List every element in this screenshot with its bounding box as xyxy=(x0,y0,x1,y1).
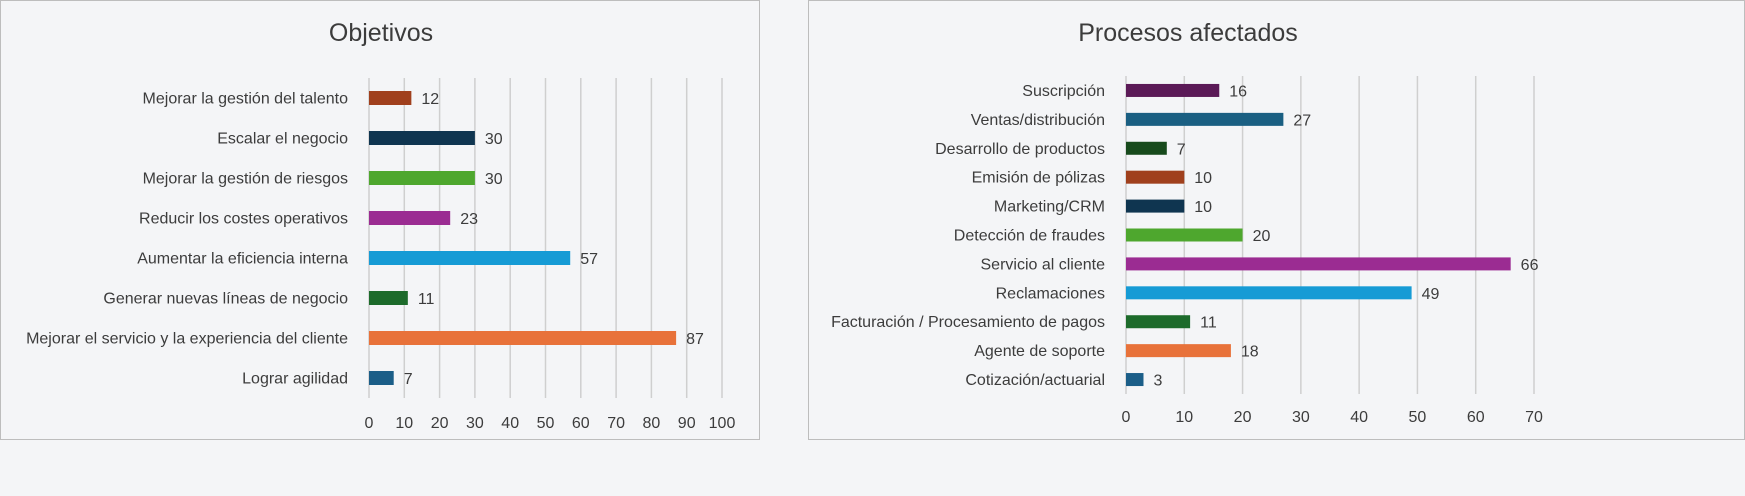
category-label: Detección de fraudes xyxy=(954,228,1105,245)
bar xyxy=(369,291,408,305)
bar xyxy=(369,331,677,345)
bar xyxy=(369,131,475,145)
x-tick-label: 90 xyxy=(678,415,696,432)
category-label: Mejorar el servicio y la experiencia del… xyxy=(26,331,348,348)
x-tick-label: 100 xyxy=(709,415,736,432)
category-label: Agente de soporte xyxy=(974,343,1105,360)
chart-procesos-svg: Procesos afectados 0 10 20 30 40 50 60 70 Suscri… xyxy=(831,19,1543,426)
category-label: Emisión de pólizas xyxy=(972,170,1105,187)
bar xyxy=(1126,315,1191,329)
x-tick-label: 60 xyxy=(572,415,590,432)
chart-title: Procesos afectados xyxy=(1078,19,1298,47)
data-label: 87 xyxy=(686,331,704,348)
category-label: Suscripción xyxy=(1022,83,1105,100)
data-label: 10 xyxy=(1194,170,1212,187)
bar xyxy=(1126,199,1185,213)
data-label: 11 xyxy=(1200,315,1217,332)
bar xyxy=(1126,344,1231,358)
x-tick-label: 70 xyxy=(1525,409,1543,426)
data-label: 3 xyxy=(1153,373,1162,390)
bar xyxy=(1126,286,1412,300)
x-tick-label: 50 xyxy=(537,415,555,432)
bar xyxy=(1126,170,1185,184)
chart-objetivos-svg: Objetivos 0 10 20 30 40 50 60 70 80 90 100 Mejorar … xyxy=(26,19,736,432)
x-tick-label: 50 xyxy=(1409,409,1427,426)
chart-title: Objetivos xyxy=(329,19,433,47)
x-tick-label: 80 xyxy=(643,415,661,432)
bar xyxy=(1126,141,1167,155)
category-label: Aumentar la eficiencia interna xyxy=(137,251,348,268)
x-tick-label: 60 xyxy=(1467,409,1485,426)
data-label: 7 xyxy=(404,371,413,388)
x-tick-label: 0 xyxy=(1122,409,1131,426)
data-label: 30 xyxy=(485,171,503,188)
x-tick-label: 10 xyxy=(1175,409,1193,426)
category-label: Reducir los costes operativos xyxy=(139,211,348,228)
x-tick-label: 10 xyxy=(395,415,413,432)
bar xyxy=(369,91,412,105)
category-label: Ventas/distribución xyxy=(971,112,1105,129)
bar xyxy=(1126,83,1220,97)
x-tick-label: 30 xyxy=(1292,409,1310,426)
x-tick-label: 70 xyxy=(607,415,625,432)
category-label: Generar nuevas líneas de negocio xyxy=(103,291,348,308)
x-tick-label: 40 xyxy=(1350,409,1368,426)
category-label: Desarrollo de productos xyxy=(935,141,1105,158)
data-label: 16 xyxy=(1229,83,1247,100)
chart-procesos-afectados: Procesos afectados 0 10 20 30 40 50 60 70 Suscri… xyxy=(808,0,1745,440)
data-label: 49 xyxy=(1422,286,1440,303)
data-label: 7 xyxy=(1177,141,1186,158)
bar xyxy=(1126,112,1284,126)
x-tick-label: 20 xyxy=(1234,409,1252,426)
category-label: Mejorar la gestión del talento xyxy=(143,91,349,108)
bar xyxy=(369,211,451,225)
category-label: Reclamaciones xyxy=(996,285,1105,302)
data-label: 11 xyxy=(418,291,435,308)
bar xyxy=(1126,257,1511,271)
category-label: Marketing/CRM xyxy=(994,199,1105,216)
category-label: Cotización/actuarial xyxy=(965,372,1105,389)
bar xyxy=(369,171,475,185)
data-label: 30 xyxy=(485,131,503,148)
data-label: 10 xyxy=(1194,199,1212,216)
data-label: 18 xyxy=(1241,344,1259,361)
bar xyxy=(1126,373,1144,387)
bar xyxy=(369,251,571,265)
category-label: Mejorar la gestión de riesgos xyxy=(143,171,348,188)
x-tick-label: 0 xyxy=(365,415,374,432)
chart-objetivos: Objetivos 0 10 20 30 40 50 60 70 80 90 100 Mejorar … xyxy=(0,0,760,440)
data-label: 57 xyxy=(580,251,598,268)
data-label: 20 xyxy=(1253,228,1271,245)
bar xyxy=(369,371,394,385)
category-label: Servicio al cliente xyxy=(981,256,1106,273)
data-label: 27 xyxy=(1293,112,1311,129)
x-tick-label: 40 xyxy=(501,415,519,432)
x-tick-label: 20 xyxy=(431,415,449,432)
category-label: Lograr agilidad xyxy=(242,371,348,388)
category-label: Escalar el negocio xyxy=(217,131,348,148)
data-label: 23 xyxy=(460,211,478,228)
category-label: Facturación / Procesamiento de pagos xyxy=(831,314,1105,331)
bar xyxy=(1126,228,1243,242)
data-label: 12 xyxy=(421,91,439,108)
x-tick-label: 30 xyxy=(466,415,484,432)
data-label: 66 xyxy=(1521,257,1539,274)
